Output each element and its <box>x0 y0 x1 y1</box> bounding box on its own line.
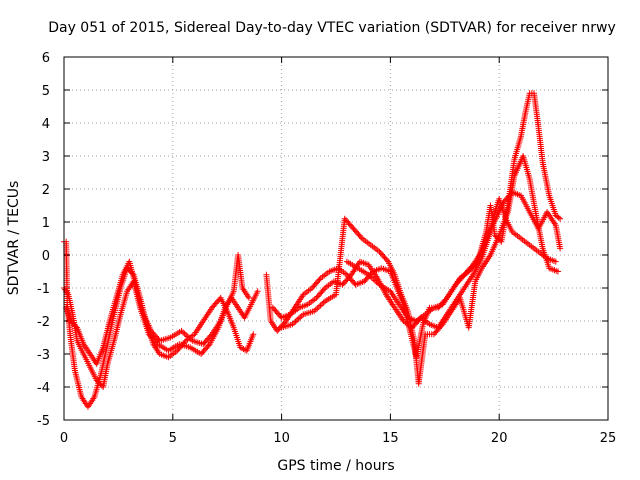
data-point <box>315 303 322 310</box>
data-point <box>557 245 564 252</box>
x-tick-label: 10 <box>273 431 290 446</box>
y-tick-label: 1 <box>42 216 50 231</box>
y-tick-label: -5 <box>37 414 50 429</box>
data-point <box>94 378 101 385</box>
data-point <box>297 314 304 321</box>
data-point <box>438 322 445 329</box>
data-point <box>292 318 299 325</box>
data-point <box>357 234 364 241</box>
data-point <box>153 339 160 346</box>
y-tick-label: 0 <box>42 249 50 264</box>
data-point <box>207 332 214 339</box>
x-tick-label: 5 <box>169 431 177 446</box>
data-point <box>205 342 212 349</box>
axis-ticks: 0 5 10 15 20 25 -5 -4 -3 -2 -1 0 1 2 3 4 5 6 <box>37 51 616 446</box>
x-tick-label: 25 <box>600 431 617 446</box>
data-point <box>254 288 261 295</box>
data-point <box>93 377 100 384</box>
plot-frame <box>63 56 609 421</box>
y-tick-label: -4 <box>37 381 50 396</box>
y-tick-label: -3 <box>37 348 50 363</box>
data-point <box>67 318 74 324</box>
data-point <box>71 321 78 328</box>
data-point <box>319 301 326 308</box>
data-point <box>250 331 257 338</box>
x-axis-label: GPS time / hours <box>277 458 394 474</box>
data-marks <box>61 90 564 410</box>
data-point <box>180 329 187 336</box>
data-point <box>317 302 324 309</box>
y-tick-label: 3 <box>42 150 50 165</box>
data-point <box>97 381 104 388</box>
data-point <box>68 319 75 326</box>
y-tick-label: 2 <box>42 183 50 198</box>
y-tick-label: 5 <box>42 84 50 99</box>
chart-title: Day 051 of 2015, Sidereal Day-to-day VTE… <box>48 20 616 36</box>
y-axis-label: SDTVAR / TECUs <box>6 181 22 296</box>
data-point <box>473 260 480 267</box>
data-point <box>552 258 559 265</box>
y-tick-label: 6 <box>42 51 50 66</box>
data-point <box>557 215 564 222</box>
data-point <box>316 276 323 283</box>
data-point <box>245 294 252 301</box>
data-series-track-e <box>269 195 559 331</box>
data-point <box>383 257 390 264</box>
y-tick-label: 4 <box>42 117 50 132</box>
data-series-track-a <box>61 238 257 410</box>
data-series-track-c <box>63 252 252 367</box>
data-series-track-g <box>343 189 564 324</box>
x-tick-label: 15 <box>382 431 399 446</box>
y-tick-label: -2 <box>37 315 50 330</box>
data-point <box>320 286 327 293</box>
data-point <box>346 273 353 280</box>
data-series-track-b <box>61 278 261 390</box>
data-point <box>281 319 288 326</box>
data-point <box>314 305 321 312</box>
data-point <box>72 323 79 330</box>
y-tick-label: -1 <box>37 282 50 297</box>
data-point <box>294 317 301 324</box>
x-tick-label: 0 <box>60 431 68 446</box>
data-point <box>70 320 77 327</box>
x-tick-label: 20 <box>491 431 508 446</box>
data-point <box>554 268 561 275</box>
data-point <box>555 214 562 221</box>
